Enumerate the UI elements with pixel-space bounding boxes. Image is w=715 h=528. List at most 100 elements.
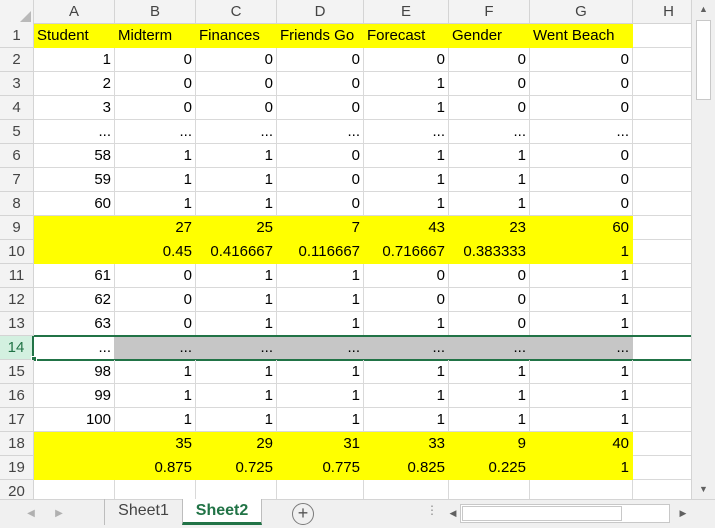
add-sheet-plus-icon[interactable]: + (292, 503, 314, 525)
cell[interactable]: 31 (277, 432, 364, 456)
header-cell[interactable] (633, 24, 691, 48)
cell[interactable]: 2 (34, 72, 115, 96)
cell[interactable]: 0 (115, 288, 196, 312)
cell[interactable]: 0.725 (196, 456, 277, 480)
cell[interactable]: 58 (34, 144, 115, 168)
cell[interactable]: 1 (449, 384, 530, 408)
cell[interactable]: 1 (115, 408, 196, 432)
cell[interactable]: 0 (277, 192, 364, 216)
cell[interactable]: 0 (530, 192, 633, 216)
cell[interactable]: 1 (364, 384, 449, 408)
cell[interactable]: 1 (196, 360, 277, 384)
cell[interactable]: 1 (530, 288, 633, 312)
cell[interactable]: 1 (196, 312, 277, 336)
cell[interactable]: 59 (34, 168, 115, 192)
row-header[interactable]: 9 (0, 216, 34, 240)
row-header[interactable]: 16 (0, 384, 34, 408)
cell[interactable] (633, 384, 691, 408)
cell[interactable]: 1 (449, 192, 530, 216)
cell[interactable]: 9 (449, 432, 530, 456)
cell[interactable]: 7 (277, 216, 364, 240)
cell[interactable] (633, 456, 691, 480)
cell[interactable] (633, 336, 691, 360)
cell[interactable]: 0 (115, 72, 196, 96)
cell[interactable]: 0 (277, 96, 364, 120)
row-header[interactable]: 20 (0, 480, 34, 499)
cell[interactable] (277, 480, 364, 499)
cell[interactable]: 40 (530, 432, 633, 456)
cell[interactable]: 1 (530, 384, 633, 408)
cell[interactable]: 0.775 (277, 456, 364, 480)
cell[interactable]: 99 (34, 384, 115, 408)
cell[interactable]: 0 (530, 144, 633, 168)
cell[interactable]: 35 (115, 432, 196, 456)
row-header[interactable]: 4 (0, 96, 34, 120)
cell[interactable]: 0 (115, 312, 196, 336)
row-header[interactable]: 19 (0, 456, 34, 480)
cell[interactable]: 1 (277, 384, 364, 408)
header-cell[interactable]: Midterm (115, 24, 196, 48)
cell[interactable] (34, 432, 115, 456)
column-header-b[interactable]: B (115, 0, 196, 24)
row-header[interactable]: 8 (0, 192, 34, 216)
header-cell[interactable]: Forecast (364, 24, 449, 48)
tab-scroll-left-icon[interactable]: ◀ (27, 508, 35, 519)
cell[interactable]: 0 (277, 48, 364, 72)
cell[interactable]: 63 (34, 312, 115, 336)
cell[interactable] (633, 192, 691, 216)
cell[interactable]: 0 (449, 288, 530, 312)
horizontal-scroll-thumb[interactable] (462, 506, 622, 521)
cell[interactable]: ... (364, 336, 449, 360)
cell[interactable]: 1 (530, 408, 633, 432)
cell[interactable]: ... (530, 336, 633, 360)
cell[interactable]: 1 (196, 264, 277, 288)
cell[interactable] (633, 408, 691, 432)
cell[interactable]: 1 (449, 360, 530, 384)
cell[interactable]: 1 (196, 168, 277, 192)
cell[interactable]: 1 (115, 384, 196, 408)
cell[interactable]: 1 (364, 144, 449, 168)
cell[interactable]: ... (196, 336, 277, 360)
vertical-scrollbar[interactable]: ▲ ▼ (691, 0, 715, 499)
cell[interactable] (34, 456, 115, 480)
cell[interactable]: 0 (364, 264, 449, 288)
cell[interactable] (115, 480, 196, 499)
column-header-c[interactable]: C (196, 0, 277, 24)
fill-handle[interactable] (31, 356, 37, 362)
cell[interactable]: 0.383333 (449, 240, 530, 264)
cell[interactable]: 0.225 (449, 456, 530, 480)
column-header-f[interactable]: F (449, 0, 530, 24)
cell[interactable]: 60 (34, 192, 115, 216)
row-header[interactable]: 6 (0, 144, 34, 168)
hscroll-right-arrow-icon[interactable]: ▶ (679, 508, 687, 518)
cell[interactable] (633, 96, 691, 120)
cell[interactable]: 1 (115, 192, 196, 216)
cell[interactable]: 0 (115, 48, 196, 72)
row-header[interactable]: 15 (0, 360, 34, 384)
cell[interactable]: 0 (364, 288, 449, 312)
row-header[interactable]: 14 (0, 336, 34, 360)
cell[interactable] (530, 480, 633, 499)
cell[interactable]: 1 (115, 168, 196, 192)
row-header[interactable]: 13 (0, 312, 34, 336)
cell[interactable]: 1 (277, 408, 364, 432)
cell[interactable] (34, 480, 115, 499)
column-header-g[interactable]: G (530, 0, 633, 24)
row-header[interactable]: 17 (0, 408, 34, 432)
cell[interactable]: ... (115, 120, 196, 144)
cell[interactable]: 1 (364, 360, 449, 384)
cell[interactable] (633, 264, 691, 288)
cell[interactable] (633, 312, 691, 336)
cell[interactable]: 0.875 (115, 456, 196, 480)
cell[interactable]: 0.825 (364, 456, 449, 480)
cell[interactable]: 1 (196, 384, 277, 408)
cell[interactable]: 0 (115, 264, 196, 288)
cell[interactable]: 0 (530, 168, 633, 192)
row-header[interactable]: 2 (0, 48, 34, 72)
cell[interactable]: 0 (449, 96, 530, 120)
cell[interactable]: 0 (196, 72, 277, 96)
cell[interactable]: ... (115, 336, 196, 360)
tab-splitter-handle[interactable]: ⋮ (426, 503, 439, 517)
cell[interactable]: 100 (34, 408, 115, 432)
